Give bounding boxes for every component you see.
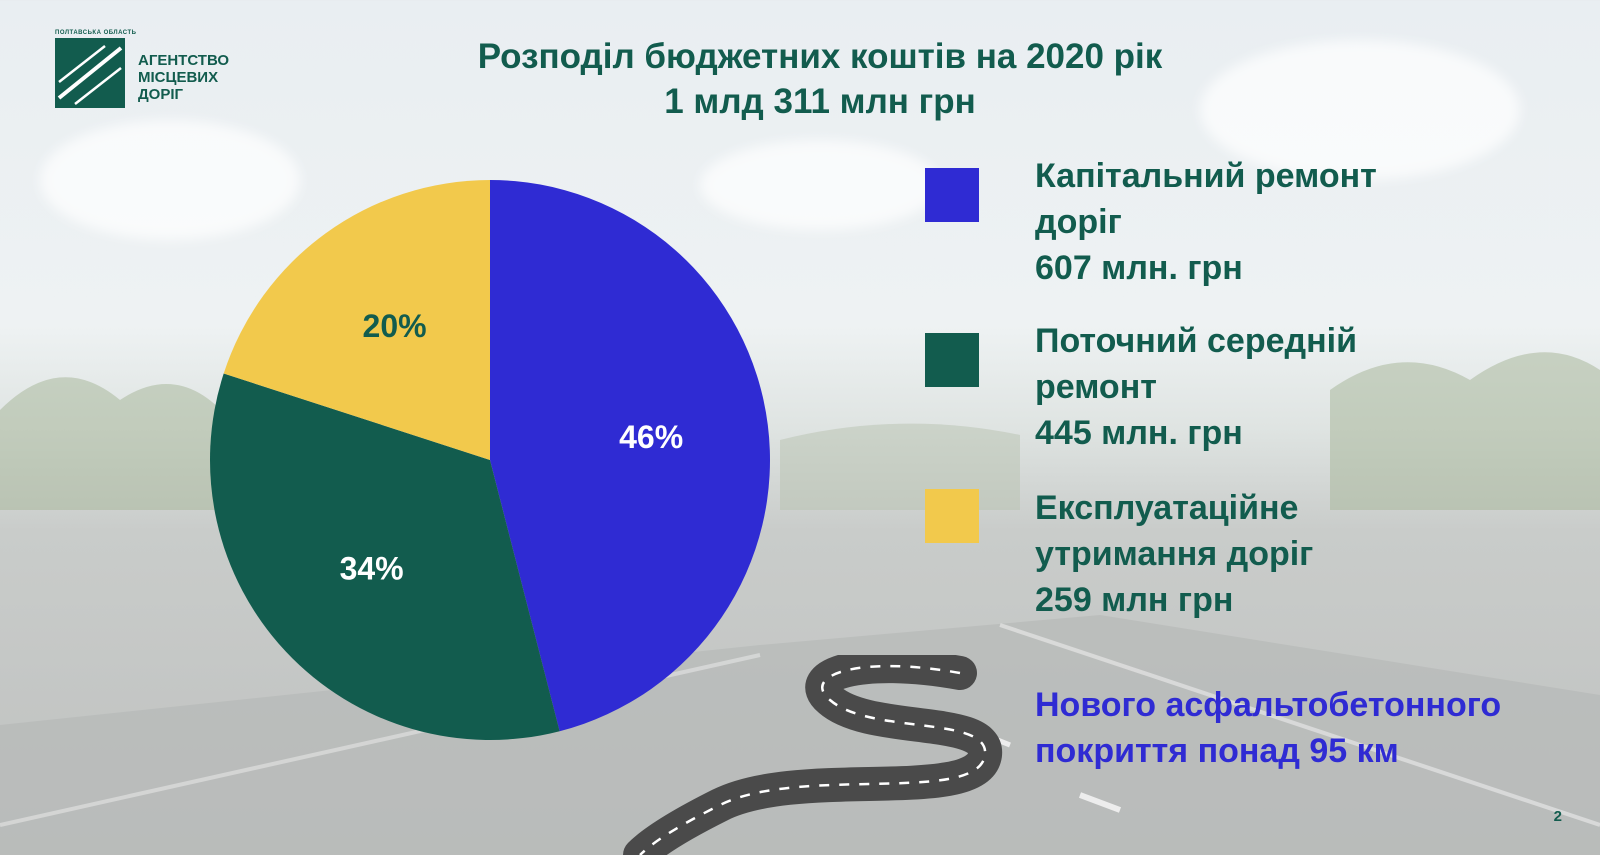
pie-label-current: 34%: [340, 551, 404, 587]
legend-current-amount: 445 млн. грн: [1035, 414, 1243, 452]
logo-text-line2: МІСЦЕВИХ: [138, 69, 219, 86]
pie-label-capital: 46%: [619, 419, 683, 455]
logo-text-line1: АГЕНТСТВО: [138, 52, 230, 69]
legend-capital-line1: Капітальний ремонт: [1035, 157, 1377, 195]
agency-logo: ПОЛТАВСЬКА ОБЛАСТЬ АГЕНТСТВО МІСЦЕВИХ ДО…: [55, 30, 255, 115]
legend-maintenance-line1: Експлуатаційне: [1035, 489, 1299, 527]
pie-svg: 46% 34% 20%: [209, 180, 771, 740]
legend-swatch-maintenance: [925, 489, 979, 543]
legend-current-line2: ремонт: [1035, 368, 1157, 406]
budget-pie-chart: 46% 34% 20%: [200, 170, 780, 750]
legend-item-maintenance: Експлуатаційне утримання доріг 259 млн г…: [1035, 485, 1313, 623]
background-treeline: [0, 352, 1600, 510]
new-asphalt-highlight: Нового асфальтобетонного покриття понад …: [1035, 682, 1501, 774]
pie-slice-current: [209, 373, 560, 740]
pie-slice-maintenance: [223, 180, 491, 460]
background-cloud: [1200, 40, 1520, 180]
legend-current-line1: Поточний середній: [1035, 322, 1357, 360]
legend-maintenance-amount: 259 млн грн: [1035, 581, 1234, 619]
pie-label-maintenance: 20%: [363, 308, 427, 344]
background-road: [0, 615, 1600, 855]
pie-slice-capital: [490, 180, 771, 732]
logo-text-line3: ДОРІГ: [138, 86, 184, 103]
legend-swatch-current: [925, 333, 979, 387]
slide-title: Розподіл бюджетних коштів на 2020 рік: [477, 37, 1163, 76]
highlight-line1: Нового асфальтобетонного: [1035, 686, 1502, 724]
legend-capital-line2: доріг: [1035, 203, 1122, 241]
winding-road-icon: [623, 655, 1002, 855]
legend-maintenance-line2: утримання доріг: [1035, 535, 1314, 573]
legend-item-current: Поточний середній ремонт 445 млн. грн: [1035, 318, 1357, 456]
road-logo-icon: [55, 38, 125, 108]
page-number: 2: [1553, 808, 1562, 825]
highlight-line2: покриття понад 95 км: [1035, 732, 1399, 770]
legend-capital-amount: 607 млн. грн: [1035, 249, 1243, 287]
logo-region-label: ПОЛТАВСЬКА ОБЛАСТЬ: [55, 30, 137, 36]
background-cloud: [40, 120, 300, 240]
legend-item-capital: Капітальний ремонт доріг 607 млн. грн: [1035, 153, 1377, 291]
legend-swatch-capital: [925, 168, 979, 222]
slide-subtitle: 1 млд 311 млн грн: [664, 82, 976, 121]
background-cloud: [700, 140, 940, 230]
